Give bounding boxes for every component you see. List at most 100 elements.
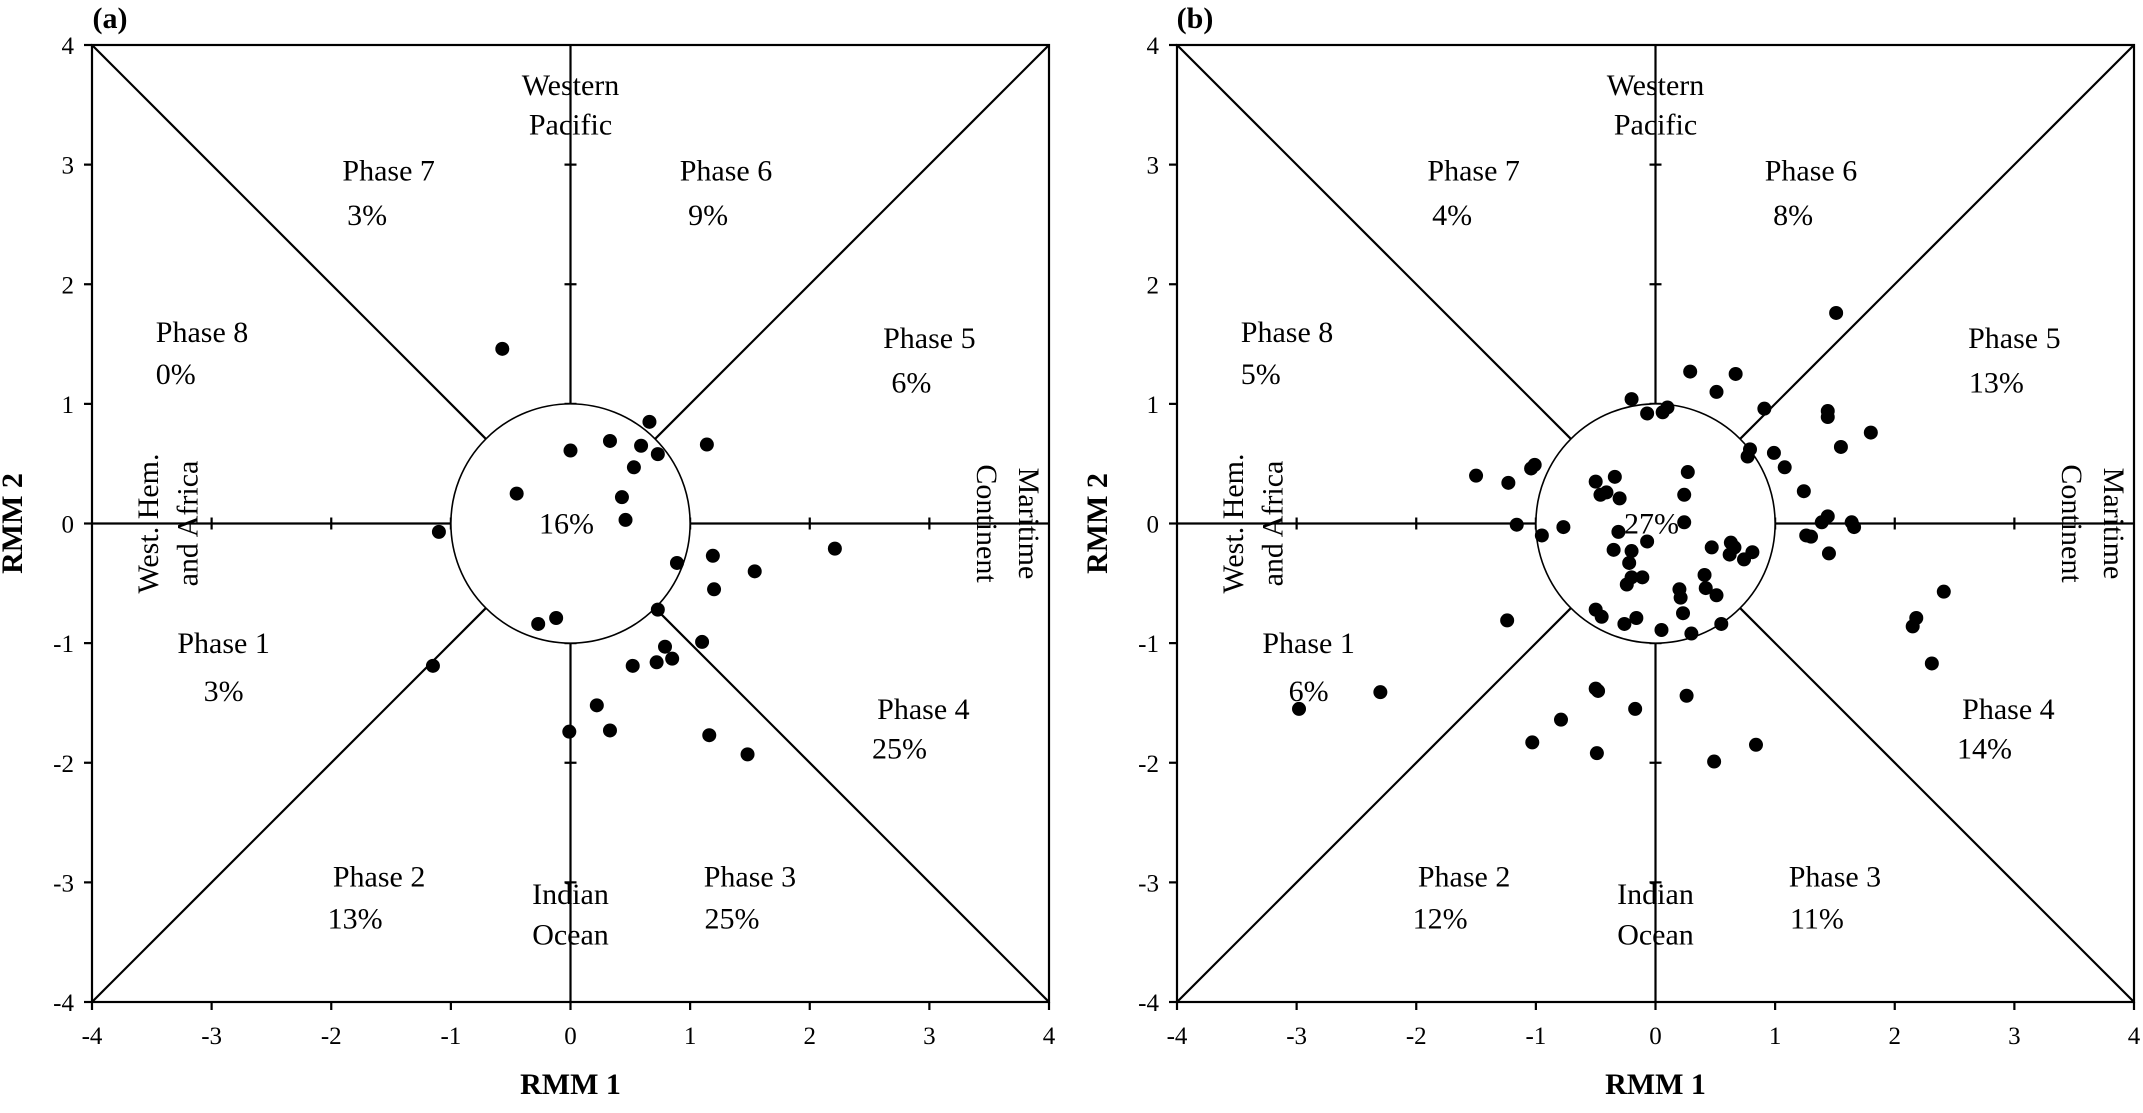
y-tick-label: 3 [1147,153,1160,180]
y-tick-label: -3 [1138,870,1159,897]
phase-3-percent: 25% [704,902,759,935]
phase-divider-diagonal [654,44,1050,440]
data-point [665,651,680,666]
region-western-pacific-line2: Pacific [529,109,612,142]
region-maritime-continent-line1: Maritime [2097,468,2130,580]
y-tick-label: -3 [53,870,74,897]
region-maritime-continent-line2: Continent [970,464,1003,583]
phase-8-percent: 5% [1241,358,1281,391]
data-point [1924,656,1939,671]
phase-2-percent: 13% [328,902,383,935]
phase-5-percent: 13% [1969,366,2024,399]
data-point [563,443,578,458]
region-west-hem-africa-line2: and Africa [1256,461,1289,587]
center-percent: 16% [539,508,594,541]
phase-1-percent: 3% [204,675,244,708]
data-point [1684,626,1699,641]
x-tick-label: 3 [2008,1023,2021,1050]
phase-7-label: Phase 7 [342,155,435,188]
data-point [425,658,440,673]
y-tick-label: 2 [62,272,75,299]
data-point [1611,524,1626,539]
data-point [740,747,755,762]
data-point [649,655,664,670]
data-point [509,486,524,501]
y-tick-label: 4 [1147,33,1160,60]
y-tick-label: 0 [1147,512,1160,539]
phase-5-percent: 6% [891,366,931,399]
data-point [669,555,684,570]
phase-3-label: Phase 3 [704,860,797,893]
data-point [1679,688,1694,703]
x-tick-label: -4 [1167,1023,1188,1050]
data-point [707,582,722,597]
data-point [1683,364,1698,379]
phase-4-percent: 14% [1957,732,2012,765]
panel-label: (b) [1177,2,1214,35]
region-western-pacific-line1: Western [522,69,620,102]
data-point [431,524,446,539]
data-point [1534,528,1549,543]
y-tick-label: 3 [62,153,75,180]
data-point [1799,528,1814,543]
x-tick-label: 1 [684,1023,697,1050]
data-point [1707,754,1722,769]
data-point [1698,581,1713,596]
data-point [1628,701,1643,716]
phase-8-percent: 0% [156,358,196,391]
data-point [827,541,842,556]
data-point [1709,384,1724,399]
data-point [1553,712,1568,727]
data-point [1591,683,1606,698]
data-point [1640,406,1655,421]
y-tick-label: 1 [62,392,75,419]
data-point [1829,305,1844,320]
data-point [1847,520,1862,535]
data-point [1635,570,1650,585]
x-tick-label: 0 [1649,1023,1662,1050]
y-tick-label: 0 [62,512,75,539]
x-tick-label: 4 [2128,1023,2141,1050]
y-tick-label: 2 [1147,272,1160,299]
y-tick-label: -4 [1138,990,1159,1017]
data-point [1524,461,1539,476]
data-point [1676,606,1691,621]
data-point [1593,487,1608,502]
data-point [1677,515,1692,530]
data-point [495,341,510,356]
phase-7-percent: 3% [347,199,387,232]
data-point [602,723,617,738]
data-point [531,616,546,631]
data-point [1612,491,1627,506]
region-indian-ocean-line2: Ocean [532,919,609,952]
data-point [602,433,617,448]
data-point [1660,400,1675,415]
x-tick-label: 3 [923,1023,936,1050]
phase-6-percent: 8% [1773,199,1813,232]
unit-circle [1535,403,1776,644]
phase-8-label: Phase 8 [156,316,249,349]
data-point [1501,475,1516,490]
data-point [1714,616,1729,631]
phase-3-label: Phase 3 [1789,860,1882,893]
data-point [1624,570,1639,585]
phase-8-label: Phase 8 [1241,316,1334,349]
phase-divider-diagonal [1739,607,2135,1003]
data-point [1640,534,1655,549]
data-point [589,698,604,713]
data-point [1821,546,1836,561]
data-point [1607,469,1622,484]
data-point [1722,547,1737,562]
y-axis-title: RMM 2 [1081,473,1114,574]
region-western-pacific-line2: Pacific [1614,109,1697,142]
data-point [625,658,640,673]
data-point [650,602,665,617]
data-point [747,564,762,579]
x-tick-label: 1 [1769,1023,1782,1050]
data-point [626,460,641,475]
phase-1-label: Phase 1 [1262,627,1355,660]
data-point [705,548,720,563]
data-point [658,639,673,654]
data-point [614,490,629,505]
